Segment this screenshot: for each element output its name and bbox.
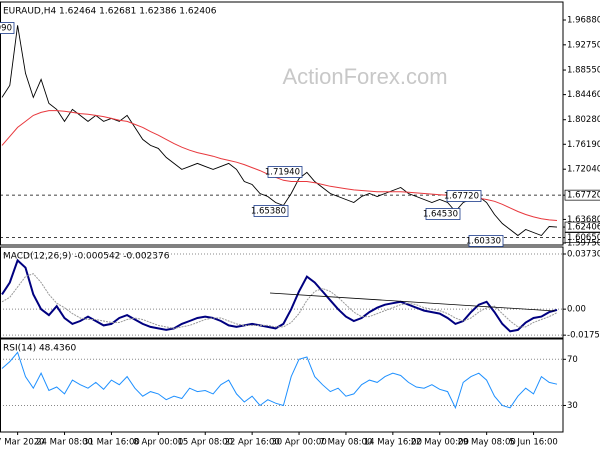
y-tick-label: 1.59750	[567, 239, 600, 249]
panel-frame	[0, 1, 564, 246]
annotation: 1.60330	[466, 237, 501, 247]
annotation-box	[468, 235, 504, 247]
x-tick-label: 24 Mar 08:00	[36, 438, 93, 448]
y-tick-label: 1.92750	[567, 40, 600, 50]
tick-box	[564, 189, 600, 201]
y-tick-label: 1.62406	[567, 223, 600, 233]
annotation: 1.71940	[265, 168, 300, 178]
y-tick-label: 30	[567, 401, 578, 411]
y-tick-label: 1.88550	[567, 66, 600, 76]
series-line	[1, 273, 558, 329]
y-tick-label: 1.67720	[567, 191, 600, 201]
annotation: 1.67720	[444, 192, 479, 202]
annotation-box	[253, 205, 289, 217]
x-tick-label: 7 May 08:00	[319, 438, 372, 448]
panel-title: EURAUD,H4 1.62464 1.62681 1.62386 1.6240…	[3, 7, 217, 17]
trendline	[269, 292, 556, 312]
annotation-box	[0, 22, 15, 34]
x-tick-label: 22 May 00:00	[411, 438, 469, 448]
series-line	[1, 25, 558, 237]
y-tick-label: 1.72040	[567, 165, 600, 175]
watermark: ActionForex.com	[282, 64, 447, 89]
x-tick-label: 14 May 16:00	[364, 438, 422, 448]
y-tick-label: 1.76190	[567, 140, 600, 150]
x-tick-label: 29 May 08:00	[457, 438, 515, 448]
tick-box	[564, 221, 600, 233]
annotation: 1.65380	[251, 207, 286, 217]
annotation: 990	[0, 24, 12, 34]
panel-frame	[0, 246, 564, 339]
panel-title: MACD(12,26,9) -0.000542 -0.002376	[3, 252, 170, 262]
x-tick-label: 8 Apr 00:00	[133, 438, 183, 448]
x-tick-label: 17 Mar 2020	[0, 438, 45, 448]
x-tick-label: 30 Apr 00:00	[271, 438, 326, 448]
y-tick-label: 1.80280	[567, 115, 600, 125]
y-tick-label: 1.63680	[567, 215, 600, 225]
x-tick-label: 31 Mar 16:00	[83, 438, 140, 448]
panel-title: RSI(14) 48.4360	[3, 344, 76, 354]
annotation-box	[446, 190, 482, 202]
annotation-box	[267, 166, 303, 178]
tick-box	[564, 232, 600, 243]
series-line	[1, 351, 558, 410]
y-tick-label: -0.017577	[567, 331, 600, 341]
x-tick-label: 5 Jun 16:00	[509, 438, 558, 448]
series-line	[1, 258, 558, 333]
annotation: 1.64530	[423, 210, 458, 220]
panel-frame	[0, 338, 564, 433]
y-tick-label: 1.60650	[567, 233, 600, 243]
y-tick-label: 1.96880	[567, 16, 600, 26]
y-tick-label: 1.84460	[567, 90, 600, 100]
y-tick-label: 0.00	[567, 305, 586, 315]
x-tick-label: 15 Apr 08:00	[178, 438, 233, 448]
y-tick-label: 70	[567, 355, 578, 365]
annotation-box	[425, 208, 461, 220]
y-tick-label: 0.037301	[567, 249, 600, 259]
x-tick-label: 22 Apr 16:00	[224, 438, 279, 448]
